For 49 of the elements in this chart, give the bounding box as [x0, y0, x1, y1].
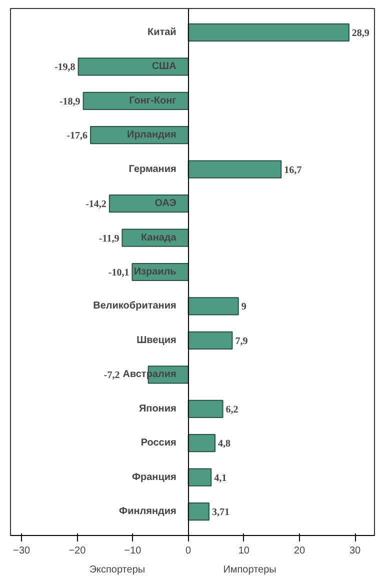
y-tick-label: Франция [132, 472, 176, 483]
data-label: 28,9 [352, 28, 370, 39]
y-tick-label: США [152, 61, 176, 72]
bar [188, 23, 350, 42]
data-label: 7,9 [235, 336, 248, 347]
x-tick-label: −30 [13, 546, 31, 556]
bar [82, 92, 189, 110]
bar [188, 434, 216, 452]
text: Экспортеры [89, 564, 146, 576]
data-label: 16,7 [284, 164, 302, 176]
data-label: -10,1 [108, 268, 130, 278]
data-label: -7,2 [104, 370, 120, 382]
x-tick-label: 10 [238, 546, 250, 556]
y-tick-label: Ирландия [127, 130, 176, 141]
bar [78, 58, 189, 76]
bar [188, 160, 282, 178]
bar [188, 468, 212, 486]
y-tick-label: ОАЭ [154, 198, 176, 210]
x-tick-label: −20 [68, 546, 86, 556]
y-tick-label: Великобритания [93, 300, 176, 312]
data-label: -18,9 [59, 96, 80, 108]
data-label: -14,2 [86, 199, 106, 210]
y-tick-label: Гонг-Конг [129, 95, 176, 106]
data-label: 4,1 [214, 472, 227, 484]
data-label: 6,2 [226, 404, 238, 416]
data-label: 3,71 [212, 507, 230, 518]
y-tick-label: Израиль [134, 266, 176, 278]
x-tick-label: 20 [294, 546, 306, 556]
x-tick-label: −10 [124, 546, 142, 556]
y-tick-label: Россия [140, 438, 176, 449]
bar [108, 194, 189, 213]
x-tick-label: 0 [186, 546, 192, 556]
data-label: -11,9 [98, 233, 120, 244]
bar [188, 297, 239, 316]
bar [188, 400, 224, 418]
y-tick-label: Китай [147, 26, 176, 38]
data-label: 4,8 [218, 438, 231, 450]
y-tick-label: Канада [141, 232, 177, 244]
y-tick-label: Япония [138, 403, 176, 414]
data-label: -19,8 [54, 62, 76, 74]
y-tick-label: Швеция [136, 334, 176, 346]
text: Импортеры [223, 564, 276, 576]
y-tick-label: Германия [128, 164, 176, 175]
data-label: 9 [241, 302, 246, 313]
x-tick-label: 30 [349, 546, 362, 556]
bar [188, 331, 233, 350]
y-tick-label: Финляндия [119, 506, 176, 518]
data-label: -17,6 [66, 130, 88, 142]
bar [188, 502, 210, 521]
